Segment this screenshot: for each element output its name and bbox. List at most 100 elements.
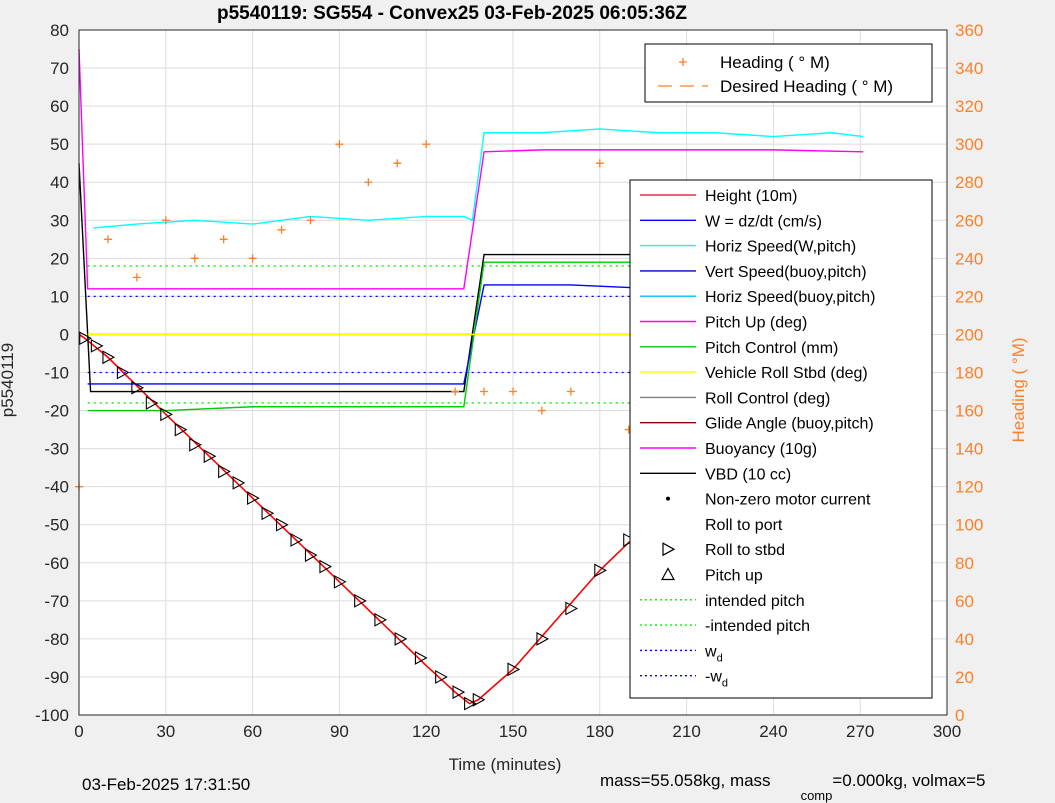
- roll-stbd-marker: [394, 631, 408, 646]
- roll-stbd-marker: [333, 574, 347, 589]
- y2-tick-label: 120: [955, 478, 983, 497]
- legend-main-entry: Vehicle Roll Stbd (deg): [640, 365, 868, 382]
- roll-stbd-marker: [160, 407, 173, 422]
- y-tick-label: 20: [50, 249, 69, 268]
- y-axis-label: p5540119: [0, 343, 17, 417]
- legend-main-entry: -intended pitch: [640, 618, 810, 635]
- heading-point: [364, 178, 373, 187]
- heading-plus: [248, 254, 257, 263]
- legend-main-label: Glide Angle (buoy,pitch): [705, 416, 874, 433]
- roll-stbd-marker: [472, 692, 486, 707]
- y2-tick-label: 0: [955, 706, 964, 725]
- heading-point: [566, 387, 575, 396]
- heading-plus: [595, 159, 604, 168]
- x-ticks: 0 30 60 90 120 150 180 210 240 270 300: [74, 722, 961, 741]
- legend-main-label: Roll to port: [705, 517, 783, 534]
- y-tick-label: 40: [50, 173, 69, 192]
- y-tick-label: -90: [44, 668, 69, 687]
- x-tick-label: 180: [586, 722, 614, 741]
- legend-main-entry: Roll to stbd: [662, 542, 785, 559]
- heading-point: [161, 216, 170, 225]
- y-tick-label: -10: [44, 364, 69, 383]
- footer-timestamp: 03-Feb-2025 17:31:50: [82, 775, 251, 794]
- legend-main-label: VBD (10 cc): [705, 466, 791, 483]
- roll-stbd-marker: [319, 559, 333, 574]
- y2-tick-label: 140: [955, 440, 983, 459]
- legend-main-label: Pitch up: [705, 568, 763, 585]
- legend-main-entry: Pitch up: [660, 567, 763, 585]
- legend-main-label: Pitch Control (mm): [705, 340, 838, 357]
- y-ticks: -100-90-80-70-60-50-40-30-20-10010203040…: [35, 21, 69, 725]
- legend-main-label: Roll Control (deg): [705, 390, 830, 407]
- legend-up-tri-swatch: [660, 567, 676, 581]
- series-line-horiz_w: [93, 128, 864, 229]
- legend-main-label: Buoyancy (10g): [705, 441, 817, 458]
- heading-plus: [306, 216, 315, 225]
- y2-tick-label: 320: [955, 97, 983, 116]
- roll-stbd-marker: [414, 650, 428, 665]
- heading-plus: [393, 159, 402, 168]
- heading-point: [335, 140, 344, 149]
- heading-plus: [103, 235, 112, 244]
- roll-stbd-marker: [290, 533, 304, 547]
- y-tick-label: 70: [50, 59, 69, 78]
- legend-main-entry: Roll Control (deg): [640, 390, 830, 407]
- y-tick-label: -100: [35, 706, 69, 725]
- legend-main-entry: Buoyancy (10g): [640, 441, 817, 458]
- heading-point: [537, 406, 546, 415]
- y-tick-label: -80: [44, 630, 69, 649]
- legend-main-sub: d: [722, 678, 728, 690]
- legend-main-entry: Horiz Speed(W,pitch): [640, 239, 856, 256]
- legend-main-sub: d: [717, 652, 723, 664]
- legend-main-label: Non-zero motor current: [705, 492, 871, 509]
- footer-mass: mass=55.058kg, mass comp=0.000kg, volmax=…: [600, 771, 985, 803]
- heading-point: [103, 235, 112, 244]
- legend-top-entry: Heading ( ° M): [679, 53, 830, 72]
- heading-point: [509, 387, 517, 396]
- heading-point: [277, 225, 286, 234]
- roll-stbd-marker: [623, 533, 636, 547]
- legend-main-label: -intended pitch: [705, 618, 810, 635]
- y-tick-label: -70: [44, 592, 69, 611]
- heading-plus: [335, 140, 344, 149]
- legend-main-label: Vert Speed(buoy,pitch): [705, 264, 867, 281]
- legend-top-label: Desired Heading ( ° M): [720, 77, 893, 96]
- roll-stbd-marker: [189, 437, 202, 452]
- x-tick-label: 240: [759, 722, 787, 741]
- legend-main-label: W = dz/dt (cm/s): [705, 213, 822, 230]
- x-tick-label: 90: [330, 722, 349, 741]
- roll-stbd-marker: [304, 548, 318, 563]
- y-tick-label: 0: [60, 325, 69, 344]
- heading-plus: [132, 273, 141, 282]
- legend-top-label: Heading ( ° M): [720, 53, 830, 72]
- y2-tick-label: 80: [955, 554, 974, 573]
- legend-main-entry: Glide Angle (buoy,pitch): [640, 416, 874, 433]
- heading-point: [306, 216, 315, 225]
- heading-plus: [364, 178, 373, 187]
- x-tick-label: 210: [672, 722, 700, 741]
- heading-point: [480, 387, 489, 396]
- chart-title: p5540119: SG554 - Convex25 03-Feb-2025 0…: [217, 3, 687, 24]
- legend-main-label: Pitch Up (deg): [705, 315, 807, 332]
- roll-stbd-marker: [261, 506, 275, 521]
- roll-stbd-marker: [232, 475, 246, 490]
- x-tick-label: 150: [499, 722, 527, 741]
- heading-point: [248, 254, 257, 263]
- roll-stbd-marker: [507, 662, 521, 677]
- y-tick-label: 50: [50, 135, 69, 154]
- roll-stbd-marker: [145, 396, 159, 410]
- y2-tick-label: 100: [955, 516, 983, 535]
- y2-tick-label: 340: [955, 59, 983, 78]
- y2-tick-label: 280: [955, 173, 983, 192]
- legend-main-entry: VBD (10 cc): [640, 466, 791, 483]
- legend-right-tri-swatch: [662, 542, 676, 557]
- legend-top: Heading ( ° M) Desired Heading ( ° M): [644, 43, 933, 103]
- y-tick-label: 60: [50, 97, 69, 116]
- footer-mass-text: mass=55.058kg, mass: [600, 771, 771, 790]
- legend-main-entry: Horiz Speed(buoy,pitch): [640, 289, 875, 306]
- x-tick-label: 270: [846, 722, 874, 741]
- heading-point: [451, 387, 460, 396]
- roll-stbd-marker: [203, 449, 217, 464]
- legend-main-entry: Roll to port: [705, 517, 783, 534]
